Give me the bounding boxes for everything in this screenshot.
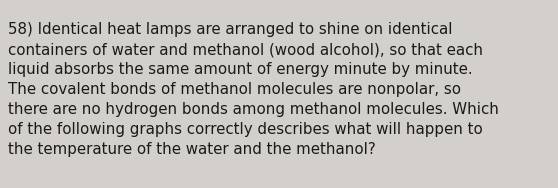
Text: 58) Identical heat lamps are arranged to shine on identical
containers of water : 58) Identical heat lamps are arranged to… [8,22,499,157]
